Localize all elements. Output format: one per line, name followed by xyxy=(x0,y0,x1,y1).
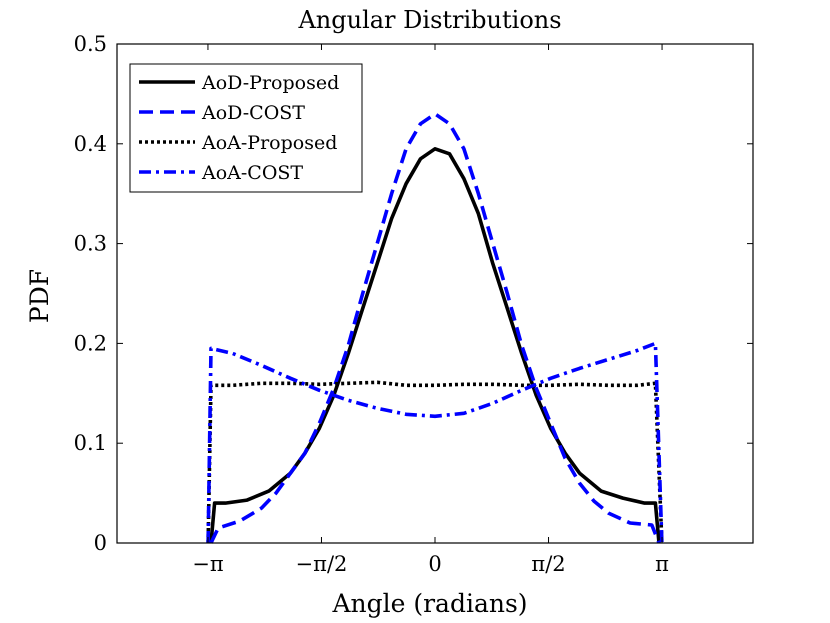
x-tick-label: π xyxy=(655,552,669,576)
series-line-aoa-proposed xyxy=(206,380,664,544)
series-line-aod-proposed xyxy=(209,147,661,544)
x-tick-label: −π xyxy=(192,552,224,576)
y-tick-label: 0.4 xyxy=(74,132,107,156)
y-tick-label: 0.3 xyxy=(74,232,107,256)
y-tick-label: 0.1 xyxy=(74,431,107,455)
legend: AoD-Proposed AoD-COST AoA-Proposed AoA-COST xyxy=(129,63,363,193)
y-tick-label: 0 xyxy=(94,531,107,555)
x-tick-label: −π/2 xyxy=(296,552,348,576)
series-line-aod-cost xyxy=(209,112,661,544)
plot-area xyxy=(206,112,664,544)
legend-label: AoA-Proposed xyxy=(201,132,337,154)
chart-title: Angular Distributions xyxy=(297,6,561,34)
ticks: −π −π/2 0 π/2 π 0 0.1 0.2 0.3 0.4 0.5 xyxy=(74,32,753,576)
y-tick-label: 0.2 xyxy=(74,331,107,355)
x-tick-label: π/2 xyxy=(531,552,565,576)
y-tick-label: 0.5 xyxy=(74,32,107,56)
legend-label: AoD-Proposed xyxy=(201,72,339,94)
y-axis-title: PDF xyxy=(25,269,54,323)
legend-label: AoA-COST xyxy=(201,162,303,184)
series-line-aoa-cost xyxy=(206,341,664,544)
x-axis-title: Angle (radians) xyxy=(331,589,527,618)
legend-label: AoD-COST xyxy=(201,102,305,124)
x-tick-label: 0 xyxy=(428,552,441,576)
